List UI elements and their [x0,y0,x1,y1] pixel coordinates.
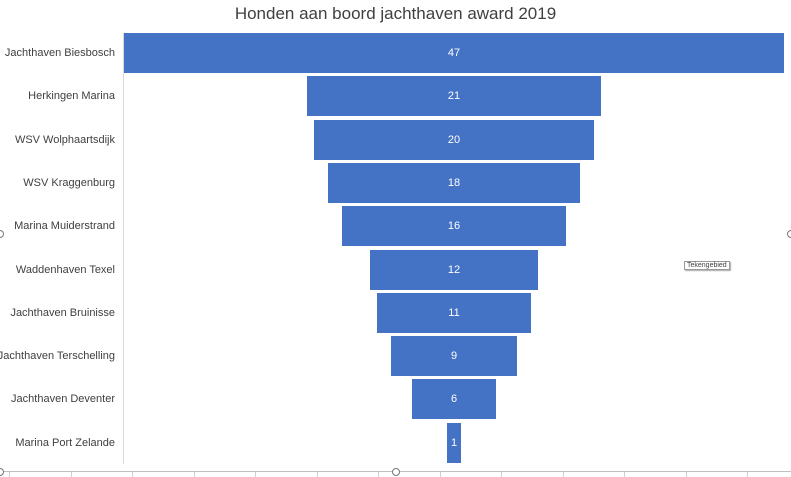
frame-tick [624,472,625,477]
chart-title: Honden aan boord jachthaven award 2019 [234,4,557,23]
frame-tick [9,472,10,477]
resize-handle-right[interactable] [787,230,791,238]
category-label: Herkingen Marina [28,90,115,103]
data-label: 1 [450,436,458,449]
frame-tick [501,472,502,477]
resize-handle-bottom-left[interactable] [0,468,4,476]
resize-handle-left[interactable] [0,230,4,238]
category-label: Jachthaven Bruinisse [10,306,115,319]
data-label: 12 [447,263,461,276]
frame-tick [685,472,687,477]
funnel-bar[interactable] [376,292,532,333]
frame-tick [132,472,133,477]
frame-tick [193,472,195,477]
funnel-bar[interactable] [446,422,461,463]
funnel-bar[interactable] [390,336,518,377]
frame-tick [439,472,441,477]
category-label: WSV Kraggenburg [23,176,115,189]
frame-tick [255,472,256,477]
frame-tick [747,472,748,477]
data-label: 20 [447,133,461,146]
data-label: 9 [450,350,458,363]
funnel-bar[interactable] [369,249,539,290]
data-label: 47 [447,47,461,59]
funnel-bar[interactable] [306,76,602,117]
data-label: 18 [447,176,461,189]
frame-tick [70,472,72,477]
category-label: Marina Muiderstrand [14,220,115,233]
resize-handle-bottom[interactable] [392,468,400,476]
category-label: Jachthaven Biesbosch [4,47,115,59]
data-label: 11 [448,306,460,319]
frame-tick [562,472,564,477]
frame-tick [316,472,318,477]
category-label: Marina Port Zelande [15,436,115,449]
data-label: 21 [447,90,461,103]
category-label: Waddenhaven Texel [15,263,115,276]
chart-area-tooltip: Tekengebied [684,261,730,270]
frame-tick [378,472,379,477]
funnel-bar[interactable] [313,119,595,160]
category-label: Jachthaven Deventer [11,393,115,406]
data-label: 16 [447,220,461,233]
funnel-bar[interactable] [341,206,567,247]
category-label: Jachthaven Terschelling [0,350,115,363]
funnel-bar[interactable] [327,162,581,203]
category-axis-line [123,33,124,464]
funnel-bar[interactable] [124,33,784,73]
funnel-bar[interactable] [411,379,497,420]
data-label: 6 [450,393,458,406]
category-label: WSV Wolphaartsdijk [14,133,115,146]
